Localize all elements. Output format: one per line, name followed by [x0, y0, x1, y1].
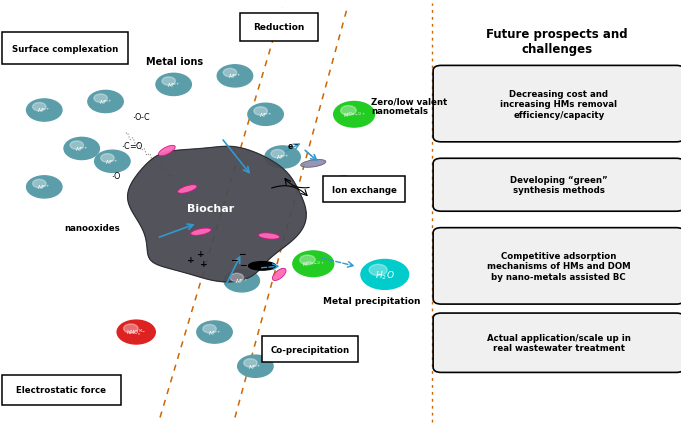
Polygon shape [127, 147, 306, 282]
Text: Electrostatic force: Electrostatic force [16, 385, 106, 394]
Text: +: + [200, 259, 208, 269]
Circle shape [271, 150, 285, 158]
Text: −: − [238, 249, 246, 258]
Text: $M^{n+}$: $M^{n+}$ [106, 158, 119, 166]
Text: Metal precipitation: Metal precipitation [323, 296, 421, 305]
Text: $H_2O$: $H_2O$ [375, 268, 394, 281]
Text: Competitive adsorption
mechanisms of HMs and DOM
by nano-metals assisted BC: Competitive adsorption mechanisms of HMs… [487, 251, 631, 281]
Text: +: + [187, 255, 195, 265]
Circle shape [101, 154, 114, 163]
Circle shape [70, 141, 84, 150]
Circle shape [293, 251, 334, 277]
Text: Biochar: Biochar [187, 204, 235, 214]
Text: +: + [197, 249, 205, 258]
Text: $M^{n+}$: $M^{n+}$ [208, 328, 221, 337]
Circle shape [64, 138, 99, 160]
Circle shape [230, 273, 244, 282]
FancyBboxPatch shape [2, 33, 128, 65]
Text: $HMO_n^{M-}$: $HMO_n^{M-}$ [126, 327, 146, 338]
Ellipse shape [178, 185, 197, 194]
FancyBboxPatch shape [433, 228, 681, 304]
Text: $M^{n+}$: $M^{n+}$ [167, 81, 180, 89]
Circle shape [94, 95, 108, 103]
Text: $M^{n+}$: $M^{n+}$ [228, 72, 242, 81]
Circle shape [27, 176, 62, 199]
Text: $M^{n+}$: $M^{n+}$ [259, 111, 272, 119]
Text: $M^{n+}$: $M^{n+}$ [37, 106, 51, 115]
FancyBboxPatch shape [240, 14, 318, 41]
FancyBboxPatch shape [262, 336, 358, 363]
Circle shape [334, 102, 375, 128]
Ellipse shape [249, 262, 276, 271]
Ellipse shape [272, 269, 286, 281]
Text: Actual application/scale up in
real wastewater treatment: Actual application/scale up in real wast… [487, 333, 631, 353]
Text: Co-precipitation: Co-precipitation [270, 345, 349, 354]
Text: $M^{0/(n-1)+}$: $M^{0/(n-1)+}$ [343, 110, 366, 120]
Circle shape [224, 270, 259, 292]
Text: nanooxides: nanooxides [65, 223, 121, 233]
Ellipse shape [191, 228, 211, 236]
Ellipse shape [325, 176, 349, 186]
Text: $M^{n+}$: $M^{n+}$ [99, 98, 112, 106]
Ellipse shape [258, 233, 280, 239]
Text: Metal ions: Metal ions [146, 57, 204, 67]
Text: $M^{n+}$: $M^{n+}$ [37, 183, 51, 192]
Text: −: − [229, 255, 238, 265]
Circle shape [162, 78, 176, 86]
Circle shape [33, 103, 46, 112]
Text: Ion exchange: Ion exchange [332, 185, 397, 194]
Circle shape [369, 265, 387, 276]
Text: Surface complexation: Surface complexation [12, 44, 118, 54]
FancyBboxPatch shape [433, 314, 681, 372]
FancyBboxPatch shape [1, 375, 121, 405]
Circle shape [238, 355, 273, 377]
FancyBboxPatch shape [433, 66, 681, 142]
Text: Reduction: Reduction [253, 23, 305, 32]
Circle shape [95, 151, 130, 173]
FancyBboxPatch shape [323, 176, 405, 203]
Circle shape [223, 69, 237, 78]
Circle shape [361, 260, 409, 290]
Circle shape [254, 107, 268, 116]
Circle shape [156, 74, 191, 96]
Text: Developing “green”
synthesis methods: Developing “green” synthesis methods [510, 176, 607, 195]
Text: $\cdot$O: $\cdot$O [111, 169, 121, 180]
Circle shape [33, 180, 46, 188]
Text: $\cdot$O-C: $\cdot$O-C [132, 110, 151, 121]
Circle shape [265, 147, 300, 169]
Text: $\cdot$C=O: $\cdot$C=O [121, 139, 144, 150]
Circle shape [203, 325, 217, 333]
Circle shape [124, 324, 138, 333]
Circle shape [340, 106, 356, 116]
Text: e$^-$: e$^-$ [287, 142, 299, 152]
Text: −: − [239, 260, 247, 270]
Text: $M^{n+}$: $M^{n+}$ [235, 277, 249, 285]
Circle shape [248, 104, 283, 126]
Circle shape [27, 100, 62, 122]
Ellipse shape [301, 160, 326, 168]
Text: Future prospects and
challenges: Future prospects and challenges [486, 28, 628, 56]
Text: Zero/low valent
nanometals: Zero/low valent nanometals [371, 97, 447, 116]
Circle shape [217, 66, 253, 88]
Text: $M^{n+}$: $M^{n+}$ [276, 153, 289, 162]
Text: $M^{n+}$: $M^{n+}$ [249, 362, 262, 371]
Circle shape [88, 91, 123, 113]
Text: Decreasing cost and
increasing HMs removal
efficiency/capacity: Decreasing cost and increasing HMs remov… [501, 89, 617, 119]
FancyBboxPatch shape [433, 159, 681, 212]
Text: $M^{n+}$: $M^{n+}$ [75, 145, 89, 153]
Circle shape [117, 320, 155, 344]
Ellipse shape [159, 146, 175, 156]
Text: $M^{0/(n-1)+}$: $M^{0/(n-1)+}$ [302, 259, 325, 269]
Circle shape [300, 256, 315, 265]
Circle shape [244, 359, 257, 367]
Circle shape [197, 321, 232, 343]
